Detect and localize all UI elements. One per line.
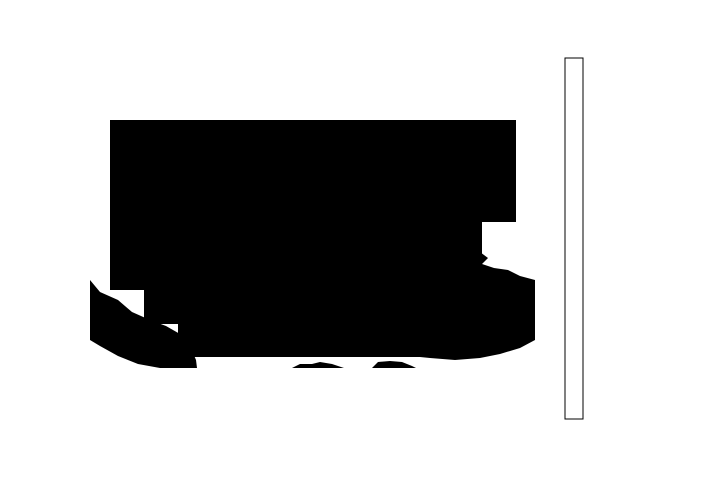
island: [123, 316, 133, 320]
temperature-grid: [110, 120, 516, 357]
grid-cell: [144, 290, 178, 324]
grid-cell: [212, 188, 246, 222]
grid-cell: [110, 120, 178, 154]
colorbar-scale: [564, 57, 584, 420]
grid-cell: [110, 222, 246, 256]
colorbar: [564, 57, 584, 420]
grid-cell: [110, 188, 178, 222]
grid-cell-east-upper: [246, 120, 516, 222]
island: [469, 240, 475, 244]
islands: [113, 240, 475, 332]
grid-cell: [110, 256, 212, 290]
grid-cell: [178, 120, 246, 154]
island: [156, 328, 164, 332]
grid-cell: [178, 154, 246, 188]
sea-areas: [90, 236, 535, 368]
island: [113, 312, 123, 316]
grid-cell: [144, 154, 178, 188]
grid-cell: [178, 188, 212, 222]
grid-cell: [178, 290, 212, 324]
black-sea: [378, 236, 535, 360]
southern-sea-fragment: [292, 362, 344, 368]
grid-cell: [110, 154, 144, 188]
marmara-aegean-fragment: [372, 361, 416, 368]
island: [133, 320, 143, 324]
island: [146, 322, 154, 326]
adriatic-sea: [90, 280, 197, 368]
